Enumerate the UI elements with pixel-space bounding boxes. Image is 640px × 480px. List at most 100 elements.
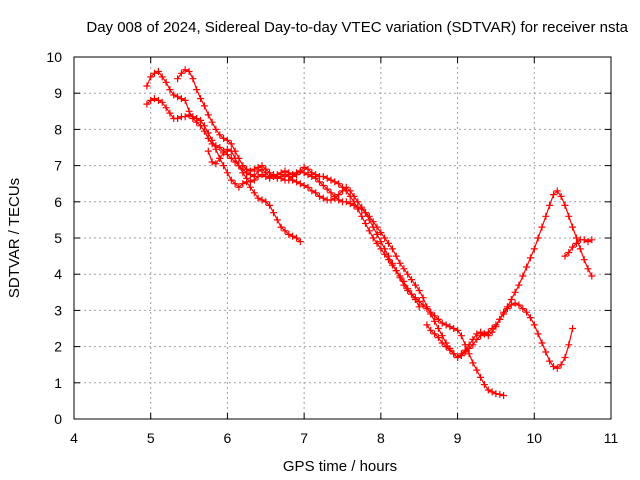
data-point bbox=[304, 183, 312, 191]
y-tick-label-4: 4 bbox=[54, 266, 62, 282]
data-point bbox=[450, 325, 458, 332]
data-point bbox=[388, 245, 396, 253]
data-point bbox=[400, 281, 408, 289]
data-point bbox=[488, 388, 496, 396]
data-point bbox=[542, 212, 550, 220]
data-point bbox=[526, 314, 534, 322]
data-point bbox=[243, 174, 251, 182]
data-point bbox=[204, 129, 212, 137]
data-point bbox=[500, 392, 508, 399]
data-point bbox=[174, 115, 182, 122]
data-point bbox=[166, 109, 174, 117]
data-point bbox=[220, 149, 228, 157]
data-point bbox=[197, 116, 205, 124]
x-tick-label-8: 8 bbox=[377, 430, 385, 446]
x-tick-label-7: 7 bbox=[300, 430, 308, 446]
data-point bbox=[293, 234, 300, 242]
data-point bbox=[550, 363, 557, 370]
data-point bbox=[189, 113, 197, 121]
data-point bbox=[550, 191, 557, 199]
data-point bbox=[438, 332, 446, 340]
data-point bbox=[408, 276, 415, 284]
data-point bbox=[373, 239, 381, 247]
data-point bbox=[573, 239, 580, 247]
data-point bbox=[293, 178, 300, 186]
data-point bbox=[530, 321, 538, 329]
data-point bbox=[143, 82, 151, 90]
data-point bbox=[534, 234, 542, 242]
series-pass-5 bbox=[423, 187, 596, 361]
x-tick-label-5: 5 bbox=[147, 430, 155, 446]
data-point bbox=[193, 86, 201, 94]
data-point bbox=[289, 171, 297, 179]
data-point bbox=[250, 176, 258, 184]
data-point bbox=[281, 227, 289, 235]
data-point bbox=[319, 182, 327, 189]
data-point bbox=[576, 245, 584, 253]
y-tick-label-9: 9 bbox=[54, 85, 62, 101]
data-point bbox=[511, 288, 519, 296]
data-point bbox=[484, 386, 492, 394]
data-point bbox=[223, 145, 231, 153]
data-point bbox=[492, 323, 500, 331]
data-point bbox=[523, 263, 531, 271]
data-point bbox=[396, 259, 404, 267]
data-point bbox=[262, 198, 270, 206]
data-point bbox=[457, 332, 465, 340]
data-point bbox=[373, 230, 381, 238]
data-point bbox=[530, 245, 538, 253]
data-point bbox=[369, 234, 377, 242]
data-point bbox=[480, 330, 488, 338]
data-point bbox=[231, 180, 239, 188]
data-point bbox=[258, 196, 266, 204]
data-point bbox=[174, 93, 182, 101]
x-tick-label-10: 10 bbox=[526, 430, 542, 446]
data-point bbox=[208, 136, 216, 144]
data-point bbox=[584, 238, 592, 246]
data-point bbox=[515, 301, 523, 309]
data-point bbox=[385, 239, 392, 247]
data-point bbox=[454, 326, 462, 334]
data-point bbox=[296, 167, 304, 175]
data-point bbox=[561, 252, 569, 260]
data-point bbox=[346, 187, 354, 195]
data-point bbox=[316, 178, 323, 186]
data-point bbox=[469, 335, 477, 343]
chart-title: Day 008 of 2024, Sidereal Day-to-day VTE… bbox=[86, 19, 628, 36]
data-point bbox=[216, 154, 224, 162]
data-point bbox=[365, 227, 373, 235]
data-point bbox=[158, 73, 166, 81]
data-series bbox=[143, 66, 596, 399]
data-point bbox=[339, 187, 346, 195]
data-point bbox=[342, 198, 350, 206]
data-point bbox=[492, 390, 500, 398]
data-point bbox=[300, 169, 308, 177]
data-point bbox=[442, 321, 450, 329]
data-point bbox=[377, 238, 385, 246]
data-point bbox=[377, 229, 385, 237]
data-point bbox=[254, 163, 262, 171]
data-point bbox=[457, 350, 465, 358]
data-point bbox=[565, 249, 573, 256]
data-point bbox=[584, 265, 592, 273]
data-point bbox=[270, 173, 277, 180]
data-point bbox=[438, 319, 446, 327]
data-point bbox=[281, 167, 289, 175]
data-point bbox=[193, 115, 201, 122]
data-point bbox=[396, 274, 404, 282]
data-point bbox=[500, 308, 508, 316]
data-point bbox=[415, 287, 423, 294]
data-point bbox=[427, 310, 435, 318]
data-point bbox=[174, 75, 182, 83]
data-point bbox=[346, 200, 354, 208]
data-point bbox=[350, 201, 358, 209]
data-point bbox=[362, 209, 369, 217]
data-point bbox=[408, 290, 415, 298]
data-point bbox=[431, 330, 439, 338]
data-point bbox=[258, 162, 266, 170]
data-point bbox=[565, 341, 573, 349]
y-tick-label-8: 8 bbox=[54, 121, 62, 137]
data-point bbox=[262, 173, 270, 180]
data-point bbox=[423, 303, 431, 311]
